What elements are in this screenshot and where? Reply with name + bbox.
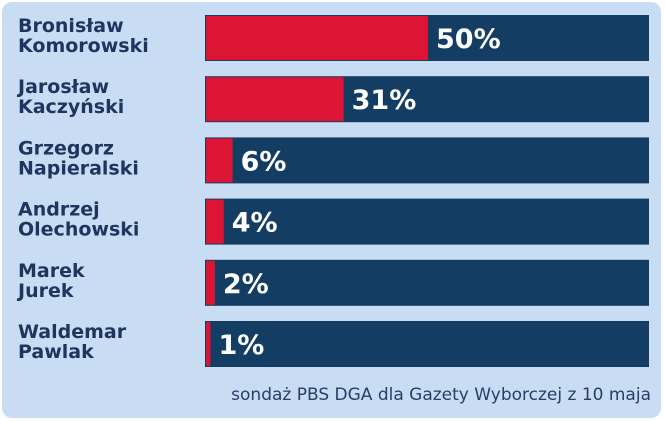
bar-1 [206,77,344,122]
value-label-0: 50% [436,24,501,55]
bar-2 [206,138,233,183]
category-label-0: Bronisław Komorowski [18,15,149,57]
value-label-4: 2% [223,269,269,300]
category-label-4: Marek Jurek [16,260,85,302]
bar-5 [206,322,211,366]
value-label-3: 4% [232,208,278,239]
bar-4 [206,260,215,305]
bar-track [205,137,649,184]
category-label-5: Waldemar Pawlak [18,321,127,363]
category-label-2: Grzegorz Napieralski [18,137,139,179]
category-label-1: Jarosław Kaczyński [16,76,124,118]
category-label-3: Andrzej Olechowski [18,199,139,241]
bar-0 [206,16,428,60]
bar-track [205,259,649,306]
value-label-2: 6% [241,146,287,177]
value-label-5: 1% [218,330,264,361]
bar-track [205,198,649,245]
value-label-1: 31% [352,85,417,116]
bar-3 [206,199,224,244]
bar-track [205,321,649,367]
chart-source-note: sondaż PBS DGA dla Gazety Wyborczej z 10… [231,385,651,405]
